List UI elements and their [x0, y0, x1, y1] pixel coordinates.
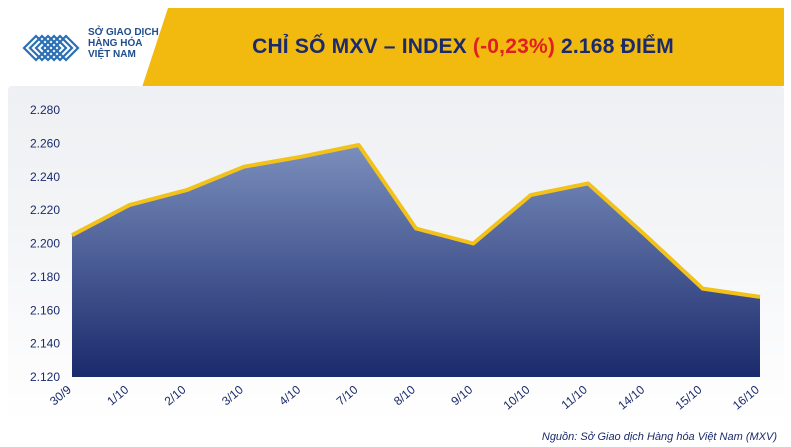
y-tick-label: 2.260 — [30, 136, 60, 150]
y-tick-label: 2.200 — [30, 237, 60, 251]
x-tick-label: 8/10 — [391, 382, 418, 408]
mxv-logo: SỞ GIAO DỊCH HÀNG HÓA VIỆT NAM — [8, 8, 168, 86]
logo-line-3: VIỆT NAM — [88, 49, 136, 60]
x-tick-label: 1/10 — [104, 382, 131, 408]
y-axis: 2.120 2.140 2.160 2.180 2.200 2.220 2.240 2.260… — [30, 103, 60, 384]
chart-header: SỞ GIAO DỊCH HÀNG HÓA VIỆT NAM CHỈ SỐ MX… — [8, 8, 784, 86]
y-tick-label: 2.240 — [30, 170, 60, 184]
y-tick-label: 2.160 — [30, 303, 60, 317]
x-tick-label: 2/10 — [162, 382, 189, 408]
logo-text: SỞ GIAO DỊCH HÀNG HÓA VIỆT NAM — [88, 27, 160, 60]
y-tick-label: 2.180 — [30, 270, 60, 284]
y-tick-label: 2.280 — [30, 103, 60, 117]
y-tick-label: 2.140 — [30, 337, 60, 351]
mxv-logo-icon — [22, 34, 80, 62]
x-tick-label: 11/10 — [559, 382, 591, 412]
x-tick-label: 16/10 — [730, 382, 762, 412]
x-tick-label: 9/10 — [448, 382, 475, 408]
x-tick-label: 10/10 — [501, 382, 533, 412]
title-change: (-0,23%) — [472, 35, 556, 58]
x-tick-label: 7/10 — [334, 382, 361, 408]
title-suffix: 2.168 ĐIỂM — [561, 35, 674, 58]
series-line — [71, 143, 761, 299]
series-area — [72, 145, 760, 377]
logo-line-1: SỞ GIAO DỊCH — [88, 27, 159, 38]
y-tick-label: 2.220 — [30, 203, 60, 217]
x-tick-label: 4/10 — [276, 382, 303, 408]
source-note: Nguồn: Sở Giao dịch Hàng hóa Việt Nam (M… — [541, 431, 777, 443]
title-prefix: CHỈ SỐ MXV – INDEX — [252, 35, 467, 58]
x-tick-label: 30/9 — [47, 382, 74, 408]
x-tick-label: 3/10 — [219, 382, 246, 408]
chart-title: CHỈ SỐ MXV – INDEX (-0,23%) 2.168 ĐIỂM — [183, 8, 743, 86]
x-tick-label: 15/10 — [673, 382, 705, 412]
x-tick-label: 14/10 — [615, 382, 647, 412]
x-axis: 30/9 1/10 2/10 3/10 4/10 7/10 8/10 9/10 10/10 11/… — [47, 382, 762, 412]
y-tick-label: 2.120 — [30, 370, 60, 384]
logo-line-2: HÀNG HÓA — [88, 38, 143, 49]
